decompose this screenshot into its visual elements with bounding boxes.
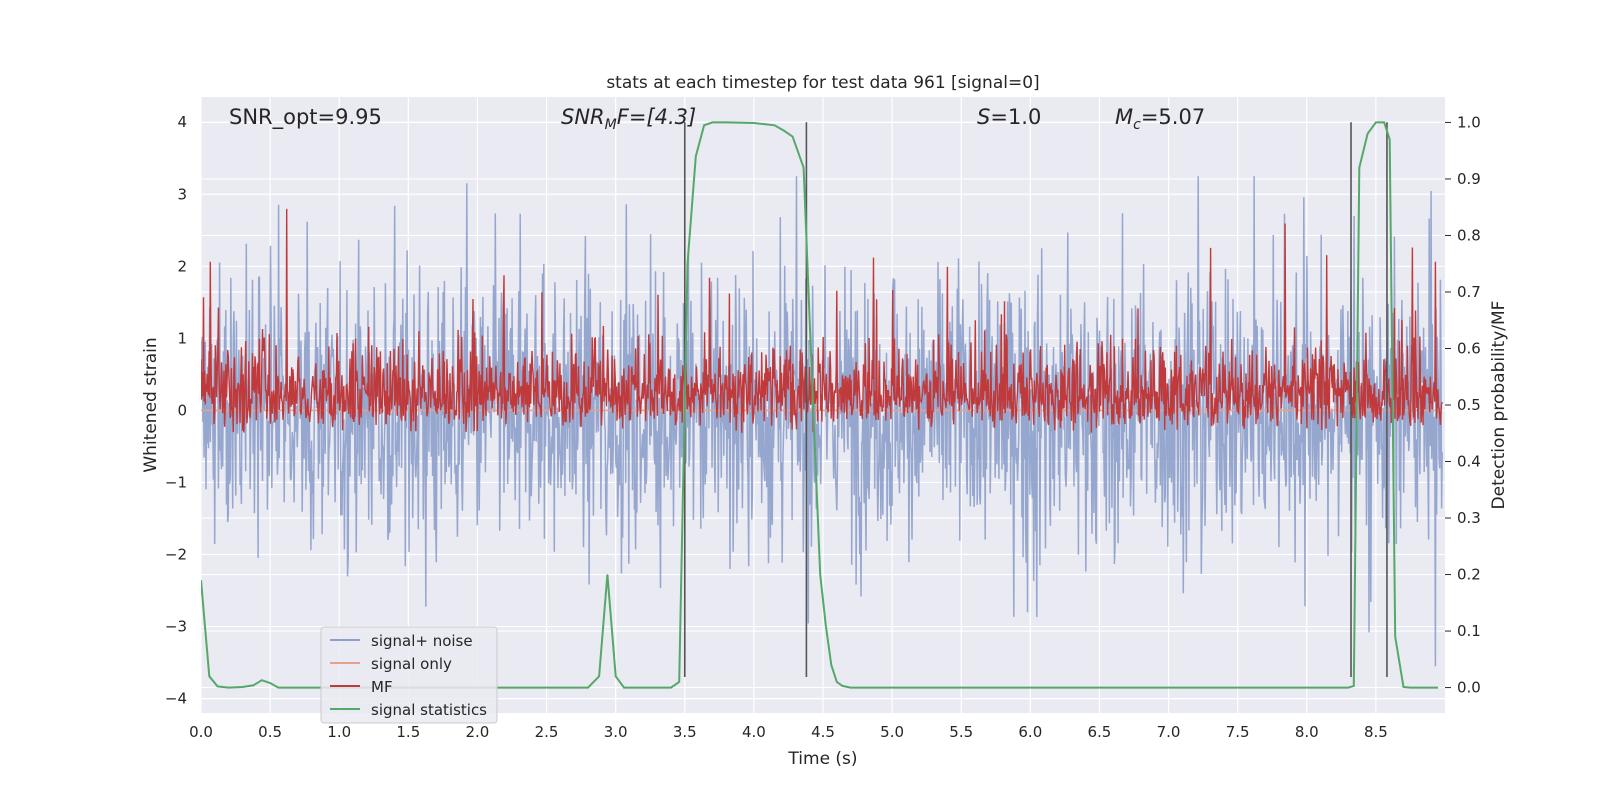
x-tick-label: 1.5 <box>396 723 420 741</box>
x-tick-label: 8.0 <box>1295 723 1319 741</box>
y-tick-label: 4 <box>177 113 187 131</box>
y-tick-label: 0 <box>177 401 187 419</box>
x-axis-label: Time (s) <box>787 749 857 769</box>
y2-tick-label: 1.0 <box>1457 113 1481 131</box>
legend-label-signal-only: signal only <box>371 655 452 673</box>
mf-line <box>201 208 1443 433</box>
mf-series <box>201 208 1443 433</box>
y2-tick-label: 0.1 <box>1457 622 1481 640</box>
mc-prefix: M <box>1115 105 1133 129</box>
x-tick-label: 2.5 <box>535 723 559 741</box>
annotation-mc: Mc=5.07 <box>1115 105 1205 133</box>
x-tick-label: 3.0 <box>604 723 628 741</box>
x-tick-label: 3.5 <box>673 723 697 741</box>
y2-tick-label: 0.9 <box>1457 170 1481 188</box>
annotation-snr-mf: SNRMF=[4.3] <box>561 105 696 133</box>
x-tick-label: 1.0 <box>327 723 351 741</box>
legend: signal+ noise signal only MF signal stat… <box>320 626 498 724</box>
snr-mf-suffix: F=[4.3] <box>617 105 696 129</box>
signal-statistics-series <box>201 121 1439 689</box>
y-tick-label: −3 <box>165 618 187 636</box>
x-tick-label: 6.0 <box>1018 723 1042 741</box>
signal-statistics-line <box>201 121 1439 689</box>
chart-title: stats at each timestep for test data 961… <box>606 73 1039 93</box>
y2-tick-label: 0.3 <box>1457 509 1481 527</box>
x-tick-label: 7.5 <box>1226 723 1250 741</box>
y2-tick-label: 0.4 <box>1457 453 1481 471</box>
x-tick-label: 8.5 <box>1364 723 1388 741</box>
s-prefix: S <box>977 105 990 129</box>
grid <box>200 97 1445 713</box>
y-axis-label: Whitened strain <box>141 337 161 472</box>
s-suffix: =1.0 <box>990 105 1041 129</box>
snr-mf-sub: M <box>605 117 617 133</box>
y2-axis-label: Detection probability/MF <box>1489 301 1509 510</box>
y2-tick-label: 0.6 <box>1457 339 1481 357</box>
legend-label-mf: MF <box>371 678 393 696</box>
y2-tick-label: 0.8 <box>1457 226 1481 244</box>
y-tick-label: −1 <box>165 473 187 491</box>
ticks: 0.0 0.5 1.0 1.5 2.0 2.5 3.0 3.5 4.0 4.5 5.0 5.5 6.0 6… <box>165 113 1481 741</box>
x-tick-label: 4.5 <box>811 723 835 741</box>
y2-tick-label: 0.5 <box>1457 396 1481 414</box>
x-tick-label: 5.0 <box>880 723 904 741</box>
x-tick-label: 5.5 <box>949 723 973 741</box>
x-tick-label: 4.0 <box>742 723 766 741</box>
x-tick-label: 0.0 <box>189 723 213 741</box>
legend-label-noise: signal+ noise <box>371 632 473 650</box>
y2-tick-label: 0.0 <box>1457 679 1481 697</box>
snr-mf-prefix: SNR <box>561 105 605 129</box>
y-tick-label: −2 <box>165 545 187 563</box>
y-tick-label: 1 <box>177 329 187 347</box>
y2-tick-label: 0.7 <box>1457 283 1481 301</box>
annotation-s: S=1.0 <box>977 105 1041 129</box>
legend-label-signal-statistics: signal statistics <box>371 701 487 719</box>
x-tick-label: 2.0 <box>466 723 490 741</box>
mc-suffix: =5.07 <box>1141 105 1205 129</box>
x-tick-label: 0.5 <box>258 723 282 741</box>
y2-tick-label: 0.2 <box>1457 566 1481 584</box>
legend-box <box>320 626 498 724</box>
mc-sub: c <box>1133 117 1141 133</box>
y-tick-label: 3 <box>177 185 187 203</box>
x-tick-label: 6.5 <box>1088 723 1112 741</box>
x-tick-label: 7.0 <box>1157 723 1181 741</box>
annotation-snr-opt: SNR_opt=9.95 <box>229 105 382 130</box>
y-tick-label: 2 <box>177 257 187 275</box>
y-tick-label: −4 <box>165 690 187 708</box>
